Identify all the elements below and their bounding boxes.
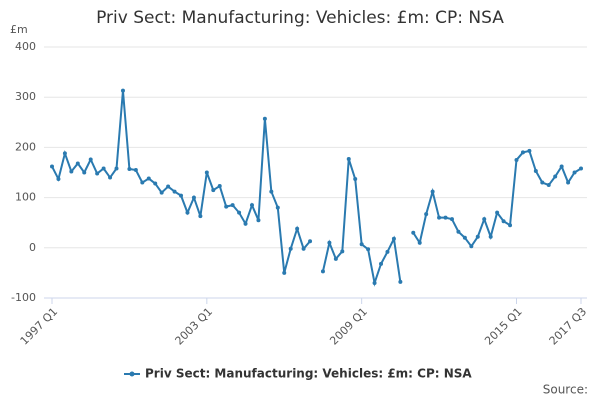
y-tick-label: 100 <box>15 191 36 204</box>
data-point <box>56 177 61 182</box>
data-point <box>191 195 196 200</box>
data-point <box>237 210 242 215</box>
data-point <box>430 189 435 194</box>
data-point <box>75 161 80 166</box>
chart-title: Priv Sect: Manufacturing: Vehicles: £m: … <box>96 8 504 28</box>
data-point <box>114 166 119 171</box>
y-tick-label: 0 <box>29 241 36 254</box>
data-point <box>172 189 177 194</box>
data-point <box>301 246 306 251</box>
data-point <box>508 223 513 228</box>
data-point <box>488 234 493 239</box>
series-line <box>51 90 582 287</box>
data-point <box>308 239 313 244</box>
data-point <box>230 203 235 208</box>
data-point <box>249 203 254 208</box>
data-point <box>217 184 222 189</box>
data-point <box>140 180 145 185</box>
data-point <box>579 166 583 171</box>
data-point <box>159 190 164 195</box>
legend-label: Priv Sect: Manufacturing: Vehicles: £m: … <box>145 367 472 381</box>
data-point <box>211 188 216 193</box>
data-point <box>262 116 267 121</box>
data-point <box>469 244 474 249</box>
data-point <box>353 177 358 182</box>
x-tick-label: 2017 Q3 <box>547 305 590 348</box>
data-point <box>101 166 106 171</box>
y-tick-label: -100 <box>11 291 36 304</box>
data-point <box>456 229 461 234</box>
data-point <box>482 217 487 222</box>
source: Source: <box>543 383 588 397</box>
data-point <box>372 280 377 285</box>
data-point <box>553 174 558 179</box>
data-point <box>275 205 280 210</box>
x-tick-label: 1997 Q1 <box>18 305 61 348</box>
data-point <box>417 240 422 245</box>
data-point <box>327 240 332 245</box>
data-point <box>566 180 571 185</box>
data-point <box>495 210 500 215</box>
data-point <box>559 164 564 169</box>
data-point <box>475 234 480 239</box>
data-point <box>127 166 132 171</box>
data-point <box>224 204 229 209</box>
data-point <box>288 246 293 251</box>
data-point <box>198 214 203 219</box>
data-point <box>333 256 338 261</box>
data-point <box>533 168 538 173</box>
data-point <box>391 236 396 241</box>
data-point <box>243 221 248 226</box>
data-point <box>540 180 545 185</box>
data-point <box>82 170 87 175</box>
data-point <box>153 181 158 186</box>
data-point <box>320 269 325 274</box>
legend-marker <box>129 371 135 377</box>
data-point <box>346 156 351 161</box>
data-point <box>385 249 390 254</box>
data-point <box>443 215 448 220</box>
data-point <box>204 170 209 175</box>
x-tick-label: 2009 Q1 <box>327 305 370 348</box>
data-point <box>95 171 100 176</box>
data-point <box>501 219 506 224</box>
data-point <box>366 247 371 252</box>
data-point <box>340 249 345 254</box>
data-point <box>527 148 532 153</box>
data-point <box>133 167 138 172</box>
data-point <box>462 235 467 240</box>
y-tick-label: 400 <box>15 40 36 53</box>
data-point <box>546 183 551 188</box>
data-point <box>424 212 429 217</box>
data-point <box>108 175 113 180</box>
data-point <box>379 261 384 266</box>
data-point <box>449 217 454 222</box>
data-point <box>256 218 261 223</box>
data-point <box>411 230 416 235</box>
data-point <box>166 184 171 189</box>
data-point <box>295 226 300 231</box>
data-point <box>50 164 54 169</box>
data-point <box>572 170 577 175</box>
data-point <box>514 157 519 162</box>
data-point <box>269 189 274 194</box>
y-tick-label: 300 <box>15 90 36 103</box>
data-point <box>88 157 93 162</box>
x-tick-label: 2003 Q1 <box>173 305 216 348</box>
x-tick-label: 2015 Q1 <box>482 305 525 348</box>
y-tick-label: 200 <box>15 140 36 153</box>
data-point <box>282 270 287 275</box>
data-point <box>398 279 403 284</box>
data-point <box>69 169 74 174</box>
data-point <box>62 151 67 156</box>
data-point <box>179 193 184 198</box>
data-point <box>120 88 125 93</box>
data-point <box>146 176 151 181</box>
data-point <box>520 150 525 155</box>
data-point <box>437 215 442 220</box>
y-axis-label: £m <box>10 23 28 36</box>
data-point <box>185 210 190 215</box>
data-point <box>359 242 364 247</box>
